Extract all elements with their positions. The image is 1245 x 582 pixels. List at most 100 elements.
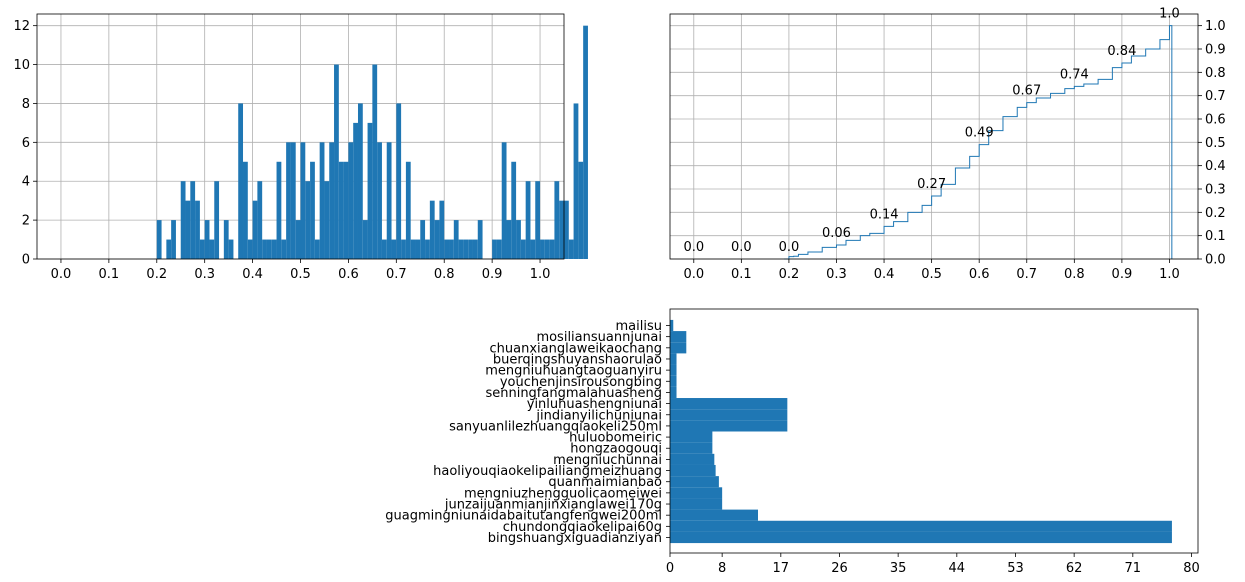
- x-tick-label: 0.6: [969, 267, 990, 282]
- histogram-bar: [367, 122, 373, 259]
- x-tick-label: 0: [666, 561, 674, 576]
- histogram-axes: 0.0 0.1 0.2 0.3 0.4 0.5 0.6 0.7 0.8 0.9 1.0 0 2 4 6 8 10…: [13, 13, 588, 282]
- histogram-bar: [444, 239, 450, 259]
- x-tick-label: 71: [1125, 561, 1142, 576]
- y-tick-label: 0: [22, 253, 30, 268]
- histogram-bar: [544, 239, 550, 259]
- point-label: 0.27: [917, 177, 946, 192]
- y-tick-label: 0.7: [1205, 89, 1226, 104]
- histogram-bar: [468, 239, 473, 259]
- point-label: 0.74: [1060, 67, 1089, 82]
- x-tick-label: 0.1: [99, 267, 120, 282]
- histogram-bar: [583, 25, 588, 259]
- point-label: 0.0: [683, 240, 704, 255]
- histogram-bar: [425, 239, 430, 259]
- hbar: [670, 476, 719, 488]
- histogram-bar: [549, 239, 555, 259]
- histogram-bar: [401, 239, 406, 259]
- hbar: [670, 453, 715, 465]
- hbar: [670, 531, 1172, 544]
- histogram-bar: [195, 200, 200, 259]
- x-tick-label: 0.9: [482, 267, 503, 282]
- histogram-bar: [204, 220, 210, 259]
- category-label: buerqingshuyanshaorulao: [493, 352, 662, 367]
- histogram-bar: [286, 142, 291, 259]
- x-tick-label: 17: [773, 561, 790, 576]
- histogram-bar: [262, 239, 267, 259]
- histogram-bar: [266, 239, 272, 259]
- histogram-bar: [238, 103, 244, 259]
- histogram-bar: [516, 220, 521, 259]
- histogram-bar: [535, 181, 541, 259]
- hbar: [670, 353, 677, 365]
- histogram-bar: [434, 220, 440, 259]
- histogram-bar: [223, 220, 229, 259]
- histogram-bar: [185, 200, 191, 259]
- histogram-bar: [568, 239, 574, 259]
- histogram-bar: [449, 239, 454, 259]
- category-label: jindianyilichuniunai: [535, 408, 662, 423]
- hbar: [670, 420, 788, 432]
- x-tick-label: 0.5: [290, 267, 311, 282]
- y-tick-label: 0.2: [1205, 206, 1226, 221]
- histogram-bar: [314, 239, 320, 259]
- x-tick-label: 0.8: [1064, 267, 1085, 282]
- point-label: 0.0: [779, 240, 800, 255]
- axes-frame: [669, 308, 1199, 554]
- category-label: senningfangmalahuasheng: [485, 386, 662, 401]
- x-tick-label: 44: [949, 561, 966, 576]
- histogram-bar: [348, 142, 354, 259]
- hbar: [670, 398, 788, 410]
- histogram-bar: [190, 181, 196, 259]
- x-tick-label: 0.3: [194, 267, 215, 282]
- histogram-bar: [334, 64, 339, 259]
- point-label: 0.0: [731, 240, 752, 255]
- histogram-bar: [540, 239, 545, 259]
- x-tick-label: 0.8: [434, 267, 455, 282]
- histogram-bar: [243, 161, 248, 259]
- x-tick-label: 0.2: [779, 267, 800, 282]
- y-tick-label: 2: [22, 214, 30, 229]
- histogram-bar: [305, 181, 311, 259]
- x-tick-label: 62: [1066, 561, 1083, 576]
- y-tick-label: 4: [22, 175, 30, 190]
- category-label: haoliyouqiaokelipailiangmeizhuang: [433, 464, 662, 479]
- x-tick-label: 0.9: [1112, 267, 1133, 282]
- x-tick-label: 26: [831, 561, 848, 576]
- histogram-bar: [477, 220, 483, 259]
- histogram-bar: [362, 220, 368, 259]
- histogram-bar: [410, 239, 416, 259]
- histogram-bar: [281, 239, 287, 259]
- x-tick-label: 0.5: [921, 267, 942, 282]
- hbar: [670, 509, 758, 521]
- histogram-bar: [415, 239, 421, 259]
- y-tick-label: 12: [13, 19, 30, 34]
- histogram-bar: [564, 200, 569, 259]
- x-tick-label: 0.7: [386, 267, 407, 282]
- hbar: [670, 520, 1172, 532]
- histogram-bar: [439, 200, 445, 259]
- histogram-bar: [324, 181, 330, 259]
- y-tick-label: 10: [13, 58, 30, 73]
- histogram-bar: [300, 142, 306, 259]
- y-tick-label: 1.0: [1205, 19, 1226, 34]
- histogram-bar: [501, 142, 507, 259]
- hbar: [670, 319, 674, 332]
- histogram-bar: [214, 181, 220, 259]
- histogram-bar: [405, 161, 411, 259]
- histogram-bar: [525, 181, 531, 259]
- x-tick-label: 1.0: [530, 267, 551, 282]
- point-label: 0.06: [822, 226, 851, 241]
- hbar: [670, 409, 788, 421]
- category-label: chundongqiaokelipai60g: [503, 520, 662, 535]
- category-label: junzaijuanmianjinxianglawei170g: [444, 498, 662, 513]
- hbar-axes: bingshuangxiguadianziyanchundongqiaokeli…: [385, 308, 1200, 576]
- category-label: mengniuzhengguolicaomeiwei: [464, 486, 662, 501]
- x-tick-label: 0.1: [731, 267, 752, 282]
- category-label: huluobomeiric: [569, 431, 662, 446]
- histogram-bar: [386, 142, 392, 259]
- x-tick-label: 80: [1183, 561, 1200, 576]
- hbar: [670, 386, 677, 399]
- histogram-bar: [377, 142, 382, 259]
- histogram-bar: [271, 239, 277, 259]
